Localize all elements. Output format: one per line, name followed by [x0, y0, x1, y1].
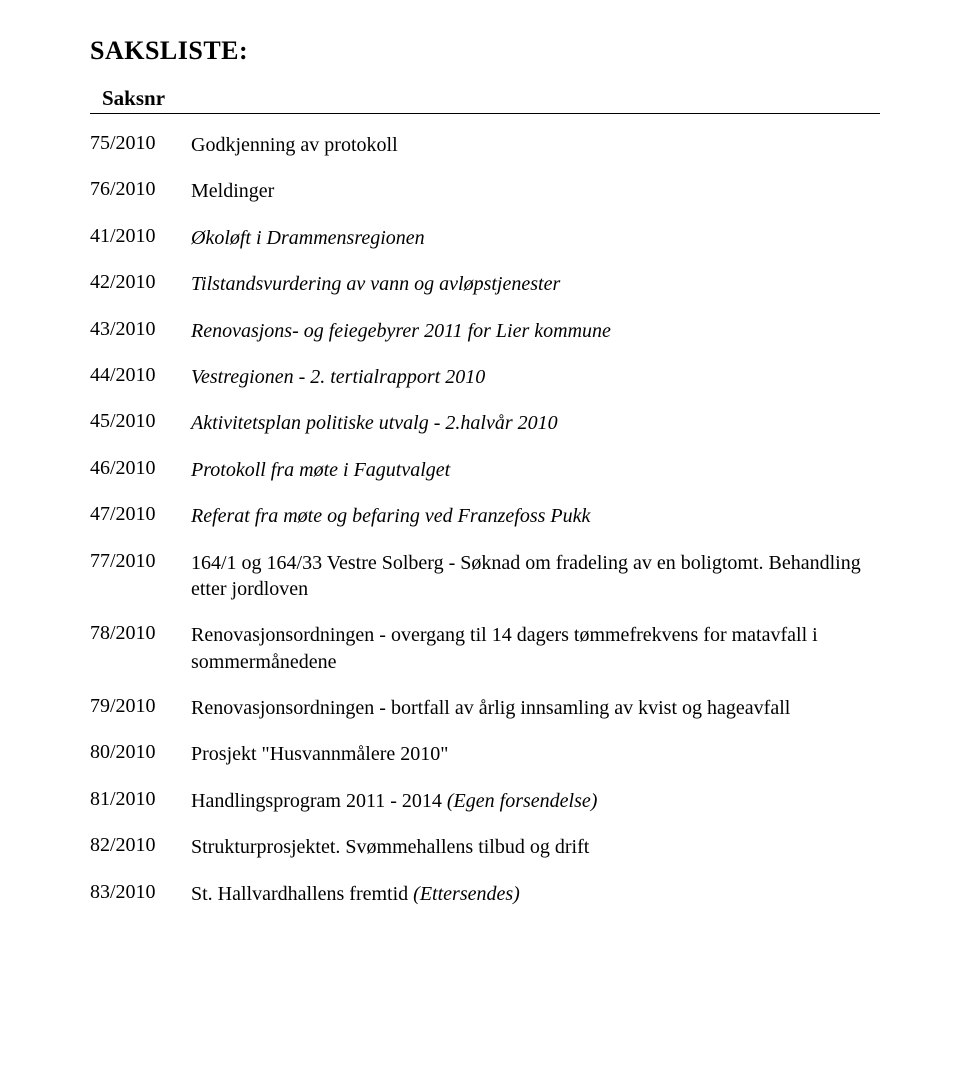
- entry-title: Meldinger: [191, 178, 880, 204]
- entry-title: St. Hallvardhallens fremtid (Ettersendes…: [191, 881, 880, 907]
- entry-title-text: St. Hallvardhallens fremtid: [191, 883, 413, 905]
- page: SAKSLISTE: Saksnr 75/2010 Godkjenning av …: [0, 0, 960, 943]
- entry-title-text: Aktivitetsplan politiske utvalg - 2.halv…: [191, 412, 558, 434]
- entry-title-text: Referat fra møte og befaring ved Franzef…: [191, 505, 590, 527]
- entry-title-text: Renovasjonsordningen - overgang til 14 d…: [191, 624, 818, 672]
- subheading: Saksnr: [102, 86, 880, 111]
- entry-title: Protokoll fra møte i Fagutvalget: [191, 457, 880, 483]
- entry-number: 75/2010: [90, 132, 185, 158]
- entry-number: 81/2010: [90, 788, 185, 814]
- divider: [90, 113, 880, 114]
- entry-title-text: Vestregionen - 2. tertialrapport 2010: [191, 366, 485, 388]
- page-heading: SAKSLISTE:: [90, 36, 880, 66]
- entry-title-text: Strukturprosjektet. Svømmehallens tilbud…: [191, 836, 589, 858]
- entry-title: Aktivitetsplan politiske utvalg - 2.halv…: [191, 410, 880, 436]
- entry-title-text: Protokoll fra møte i Fagutvalget: [191, 459, 450, 481]
- entry-number: 41/2010: [90, 225, 185, 251]
- entry-title: Renovasjonsordningen - bortfall av årlig…: [191, 695, 880, 721]
- entry-title-text: Handlingsprogram 2011 - 2014: [191, 790, 447, 812]
- entry-title-text: Meldinger: [191, 180, 274, 202]
- entry-title-suffix: (Egen forsendelse): [447, 790, 598, 812]
- entry-title: Prosjekt "Husvannmålere 2010": [191, 741, 880, 767]
- entry-title: Renovasjonsordningen - overgang til 14 d…: [191, 622, 880, 675]
- entry-title: Handlingsprogram 2011 - 2014 (Egen forse…: [191, 788, 880, 814]
- entry-title-text: Økoløft i Drammensregionen: [191, 227, 425, 249]
- entry-number: 42/2010: [90, 271, 185, 297]
- entry-number: 76/2010: [90, 178, 185, 204]
- entry-number: 45/2010: [90, 410, 185, 436]
- entry-title: Vestregionen - 2. tertialrapport 2010: [191, 364, 880, 390]
- entry-title: Referat fra møte og befaring ved Franzef…: [191, 503, 880, 529]
- entry-title-text: Tilstandsvurdering av vann og avløpstjen…: [191, 273, 560, 295]
- entry-number: 43/2010: [90, 318, 185, 344]
- entry-number: 80/2010: [90, 741, 185, 767]
- entry-title: Økoløft i Drammensregionen: [191, 225, 880, 251]
- entry-title-text: Renovasjons- og feiegebyrer 2011 for Lie…: [191, 320, 611, 342]
- entry-number: 83/2010: [90, 881, 185, 907]
- entry-number: 79/2010: [90, 695, 185, 721]
- entry-title-text: Godkjenning av protokoll: [191, 134, 398, 156]
- entry-title: Tilstandsvurdering av vann og avløpstjen…: [191, 271, 880, 297]
- entry-number: 46/2010: [90, 457, 185, 483]
- entry-number: 77/2010: [90, 550, 185, 603]
- entry-number: 47/2010: [90, 503, 185, 529]
- entry-number: 82/2010: [90, 834, 185, 860]
- entry-title: Godkjenning av protokoll: [191, 132, 880, 158]
- entries-list: 75/2010 Godkjenning av protokoll 76/2010 Me…: [90, 132, 880, 907]
- entry-title-suffix: (Ettersendes): [413, 883, 520, 905]
- entry-title-text: Renovasjonsordningen - bortfall av årlig…: [191, 697, 790, 719]
- entry-title: Strukturprosjektet. Svømmehallens tilbud…: [191, 834, 880, 860]
- entry-title-text: 164/1 og 164/33 Vestre Solberg - Søknad …: [191, 552, 861, 600]
- entry-number: 78/2010: [90, 622, 185, 675]
- entry-title: Renovasjons- og feiegebyrer 2011 for Lie…: [191, 318, 880, 344]
- entry-title-text: Prosjekt "Husvannmålere 2010": [191, 743, 448, 765]
- entry-number: 44/2010: [90, 364, 185, 390]
- entry-title: 164/1 og 164/33 Vestre Solberg - Søknad …: [191, 550, 880, 603]
